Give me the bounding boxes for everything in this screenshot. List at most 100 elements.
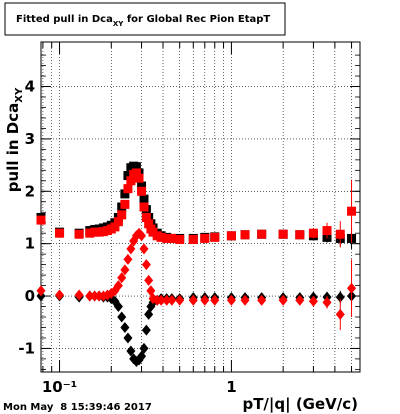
data-point-diamond	[74, 289, 84, 301]
title-main: Fitted pull in Dca	[16, 14, 113, 25]
data-point-square	[210, 232, 220, 242]
data-point-square	[175, 234, 185, 244]
data-point-square	[131, 162, 141, 172]
data-point-square	[295, 230, 305, 240]
data-point-diamond	[210, 294, 220, 306]
data-point-diamond	[335, 291, 345, 303]
data-point-diamond	[156, 294, 166, 306]
data-point-square	[123, 171, 133, 181]
data-point-diamond	[295, 294, 305, 306]
data-point-diamond	[167, 294, 177, 306]
data-point-diamond	[113, 280, 123, 292]
y-tick-label: 3	[25, 130, 35, 148]
data-point-square	[55, 228, 65, 238]
x-axis-title: pT/|q| (GeV/c)	[242, 395, 358, 414]
ylabel-main: pull in Dca	[4, 103, 22, 192]
data-point-square	[278, 229, 288, 239]
data-point-square	[90, 227, 100, 237]
data-point-diamond	[139, 342, 149, 354]
data-point-square	[131, 168, 141, 178]
data-point-diamond	[200, 294, 210, 306]
data-point-diamond	[85, 290, 95, 302]
data-point-diamond	[90, 290, 100, 302]
data-point-diamond	[141, 259, 151, 271]
data-point-square	[74, 229, 84, 239]
data-point-diamond	[139, 243, 149, 255]
data-point-square	[257, 229, 267, 239]
data-point-diamond	[308, 295, 318, 307]
data-point-diamond	[36, 285, 46, 297]
title-box	[4, 2, 286, 36]
data-point-diamond	[126, 243, 136, 255]
data-point-diamond	[335, 308, 345, 320]
data-point-square	[162, 233, 172, 243]
y-tick-label: 4	[25, 78, 35, 96]
data-point-square	[167, 233, 177, 243]
data-point-diamond	[123, 253, 133, 265]
data-point-square	[126, 176, 136, 186]
data-point-diamond	[113, 301, 123, 313]
data-point-square	[144, 219, 154, 229]
data-point-diamond	[162, 294, 172, 306]
series-2	[36, 168, 357, 248]
data-point-square	[134, 173, 144, 183]
data-point-square	[85, 228, 95, 238]
data-point-square	[123, 184, 133, 194]
title-sub: XY	[113, 20, 124, 28]
title-rest: for Global Rec Pion EtapT	[123, 14, 270, 25]
data-point-diamond	[278, 294, 288, 306]
data-point-square	[120, 199, 130, 209]
data-point-diamond	[175, 294, 185, 306]
data-marks	[36, 161, 357, 368]
y-tick-labels: -1 0 1 2 3 4	[18, 78, 35, 358]
x-tick-labels: 10⁻¹ 1	[42, 378, 237, 396]
data-point-diamond	[117, 311, 127, 323]
grid-lines	[41, 42, 360, 372]
data-point-diamond	[226, 294, 236, 306]
data-point-diamond	[188, 294, 198, 306]
data-point-square	[110, 222, 120, 232]
data-point-square	[137, 186, 147, 196]
axis-ticks	[41, 42, 360, 372]
series-3	[36, 227, 357, 331]
data-point-square	[240, 230, 250, 240]
data-point-diamond	[120, 264, 130, 276]
data-point-square	[200, 233, 210, 243]
data-point-square	[113, 217, 123, 227]
data-point-diamond	[120, 321, 130, 333]
data-point-diamond	[55, 289, 65, 301]
x-tick-label: 1	[226, 378, 236, 396]
data-point-diamond	[257, 294, 267, 306]
datestamp: Mon May 8 15:39:46 2017	[3, 402, 152, 413]
data-point-square	[308, 228, 318, 238]
data-point-diamond	[126, 345, 136, 357]
data-point-square	[156, 232, 166, 242]
y-tick-label: 2	[25, 182, 35, 200]
data-point-square	[137, 181, 147, 191]
x-tick-label: 10⁻¹	[42, 378, 77, 396]
data-point-square	[347, 206, 357, 216]
data-point-diamond	[240, 294, 250, 306]
data-point-diamond	[137, 230, 147, 242]
data-point-diamond	[117, 272, 127, 284]
data-point-diamond	[123, 332, 133, 344]
data-point-square	[117, 210, 127, 220]
data-point-square	[141, 212, 151, 222]
data-point-square	[226, 231, 236, 241]
y-tick-label: 1	[25, 235, 35, 253]
data-point-square	[188, 234, 198, 244]
data-point-square	[322, 226, 332, 236]
data-point-diamond	[347, 282, 357, 294]
y-axis-title: pull in DcaXY	[4, 87, 25, 192]
data-point-square	[36, 215, 46, 225]
data-point-diamond	[144, 274, 154, 286]
data-point-diamond	[322, 296, 332, 308]
data-point-square	[335, 229, 345, 239]
data-point-square	[139, 202, 149, 212]
y-tick-label: -1	[18, 339, 35, 357]
data-point-square	[120, 189, 130, 199]
plot-frame	[40, 41, 361, 373]
chart-title: Fitted pull in DcaXY for Global Rec Pion…	[16, 14, 270, 28]
data-point-diamond	[141, 324, 151, 336]
